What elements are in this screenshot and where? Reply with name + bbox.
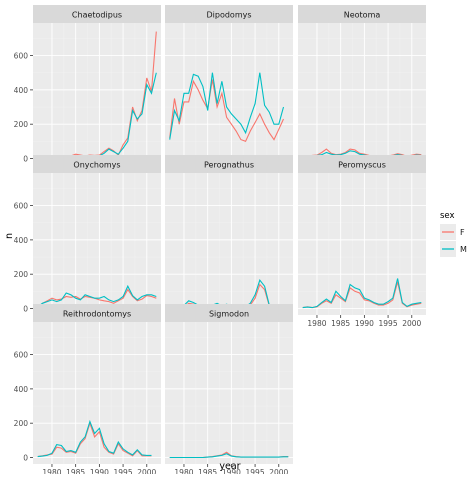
facet-title-perognathus: Perognathus [204,161,254,170]
x-tick-label: 1990 [355,319,374,328]
series-line-sigmodon-m [169,453,289,459]
x-tick-label: 1985 [198,468,217,474]
facet-title-dipodomys: Dipodomys [206,11,251,20]
x-tick-label: 1980 [174,468,193,474]
y-tick-label: 400 [14,86,29,95]
series-line-reithrodontomys-f [37,421,152,458]
y-tick-label: 0 [23,453,28,462]
facet-strip-peromyscus [298,155,426,173]
y-tick-label: 600 [14,351,29,360]
facet-strip-dipodomys [165,5,293,23]
facet-title-onychomys: Onychomys [73,161,120,170]
y-tick-label: 0 [23,304,28,313]
facet-title-peromyscus: Peromyscus [338,161,386,170]
series-line-peromyscus-m [302,278,422,309]
x-tick-label: 1980 [307,319,326,328]
x-axis-title: year [219,461,240,472]
y-tick-label: 400 [14,236,29,245]
facet-title-neotoma: Neotoma [344,11,381,20]
x-tick-label: 2000 [137,468,156,474]
y-axis-title: n [4,233,15,239]
x-tick-label: 2000 [402,319,421,328]
legend-title: sex [440,211,455,221]
x-tick-label: 1995 [114,468,133,474]
facet-strip-reithrodontomys [33,304,161,322]
facet-strip-perognathus [165,155,293,173]
y-tick-label: 200 [14,419,29,428]
series-line-reithrodontomys-m [37,419,152,458]
facet-title-chaetodipus: Chaetodipus [72,11,122,20]
facet-strip-sigmodon [165,304,293,322]
x-tick-label: 1990 [222,468,241,474]
series-line-onychomys-f [37,288,157,309]
legend-label-f: F [460,228,465,237]
y-tick-label: 200 [14,270,29,279]
x-tick-label: 1995 [379,319,398,328]
x-tick-label: 1990 [90,468,109,474]
series-line-onychomys-m [37,284,157,308]
series-line-dipodomys-m [169,72,285,140]
x-tick-label: 1980 [42,468,61,474]
facet-strip-onychomys [33,155,161,173]
x-tick-label: 1985 [66,468,85,474]
facet-strip-chaetodipus [33,5,161,23]
facet-title-reithrodontomys: Reithrodontomys [63,310,131,319]
y-tick-label: 600 [14,52,29,61]
facet-strip-neotoma [298,5,426,23]
x-tick-label: 1995 [246,468,265,474]
facet-title-sigmodon: Sigmodon [209,310,249,319]
series-line-neotoma-f [302,148,422,158]
legend-label-m: M [460,245,467,254]
y-tick-label: 0 [23,154,28,163]
series-line-dipodomys-f [169,79,285,142]
y-tick-label: 600 [14,202,29,211]
x-tick-label: 1985 [331,319,350,328]
y-tick-label: 400 [14,385,29,394]
x-tick-label: 2000 [269,468,288,474]
y-tick-label: 200 [14,120,29,129]
